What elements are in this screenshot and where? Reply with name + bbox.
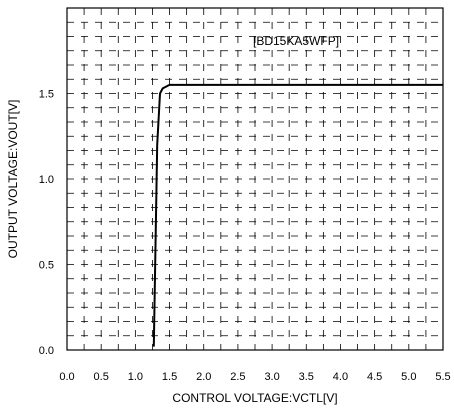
- legend-label: [BD15KA5WFP]: [253, 34, 339, 48]
- x-tick-label: 2.5: [230, 371, 245, 383]
- y-tick-labels: 0.0 0.5 1.0 1.5: [39, 89, 54, 358]
- x-tick-labels: 0.0 0.5 1.0 1.5 2.0 2.5 3.0 3.5 4.0 4.5 5.0 5.5: [59, 371, 450, 383]
- x-tick-label: 4.5: [367, 371, 382, 383]
- plot-area-border: [66, 7, 444, 351]
- x-axis-title: CONTROL VOLTAGE:VCTL[V]: [172, 391, 337, 405]
- y-axis-title: OUTPUT VOLTAGE:VOUT[V]: [6, 100, 20, 259]
- y-tick-label: 0.0: [39, 345, 54, 357]
- series-line: [152, 83, 443, 347]
- grid-lines: [67, 8, 443, 350]
- x-tick-label: 3.5: [299, 371, 314, 383]
- series-layer: [152, 83, 443, 347]
- x-tick-label: 3.0: [264, 371, 279, 383]
- y-tick-label: 1.5: [39, 89, 54, 101]
- x-tick-label: 0.5: [94, 371, 109, 383]
- x-tick-label: 4.0: [333, 371, 348, 383]
- x-tick-label: 1.5: [162, 371, 177, 383]
- x-tick-label: 5.0: [401, 371, 416, 383]
- x-tick-label: 5.5: [435, 371, 450, 383]
- y-tick-label: 1.0: [39, 174, 54, 186]
- x-tick-label: 1.0: [128, 371, 143, 383]
- y-tick-label: 0.5: [39, 260, 54, 272]
- x-tick-label: 0.0: [59, 371, 74, 383]
- x-tick-label: 2.0: [196, 371, 211, 383]
